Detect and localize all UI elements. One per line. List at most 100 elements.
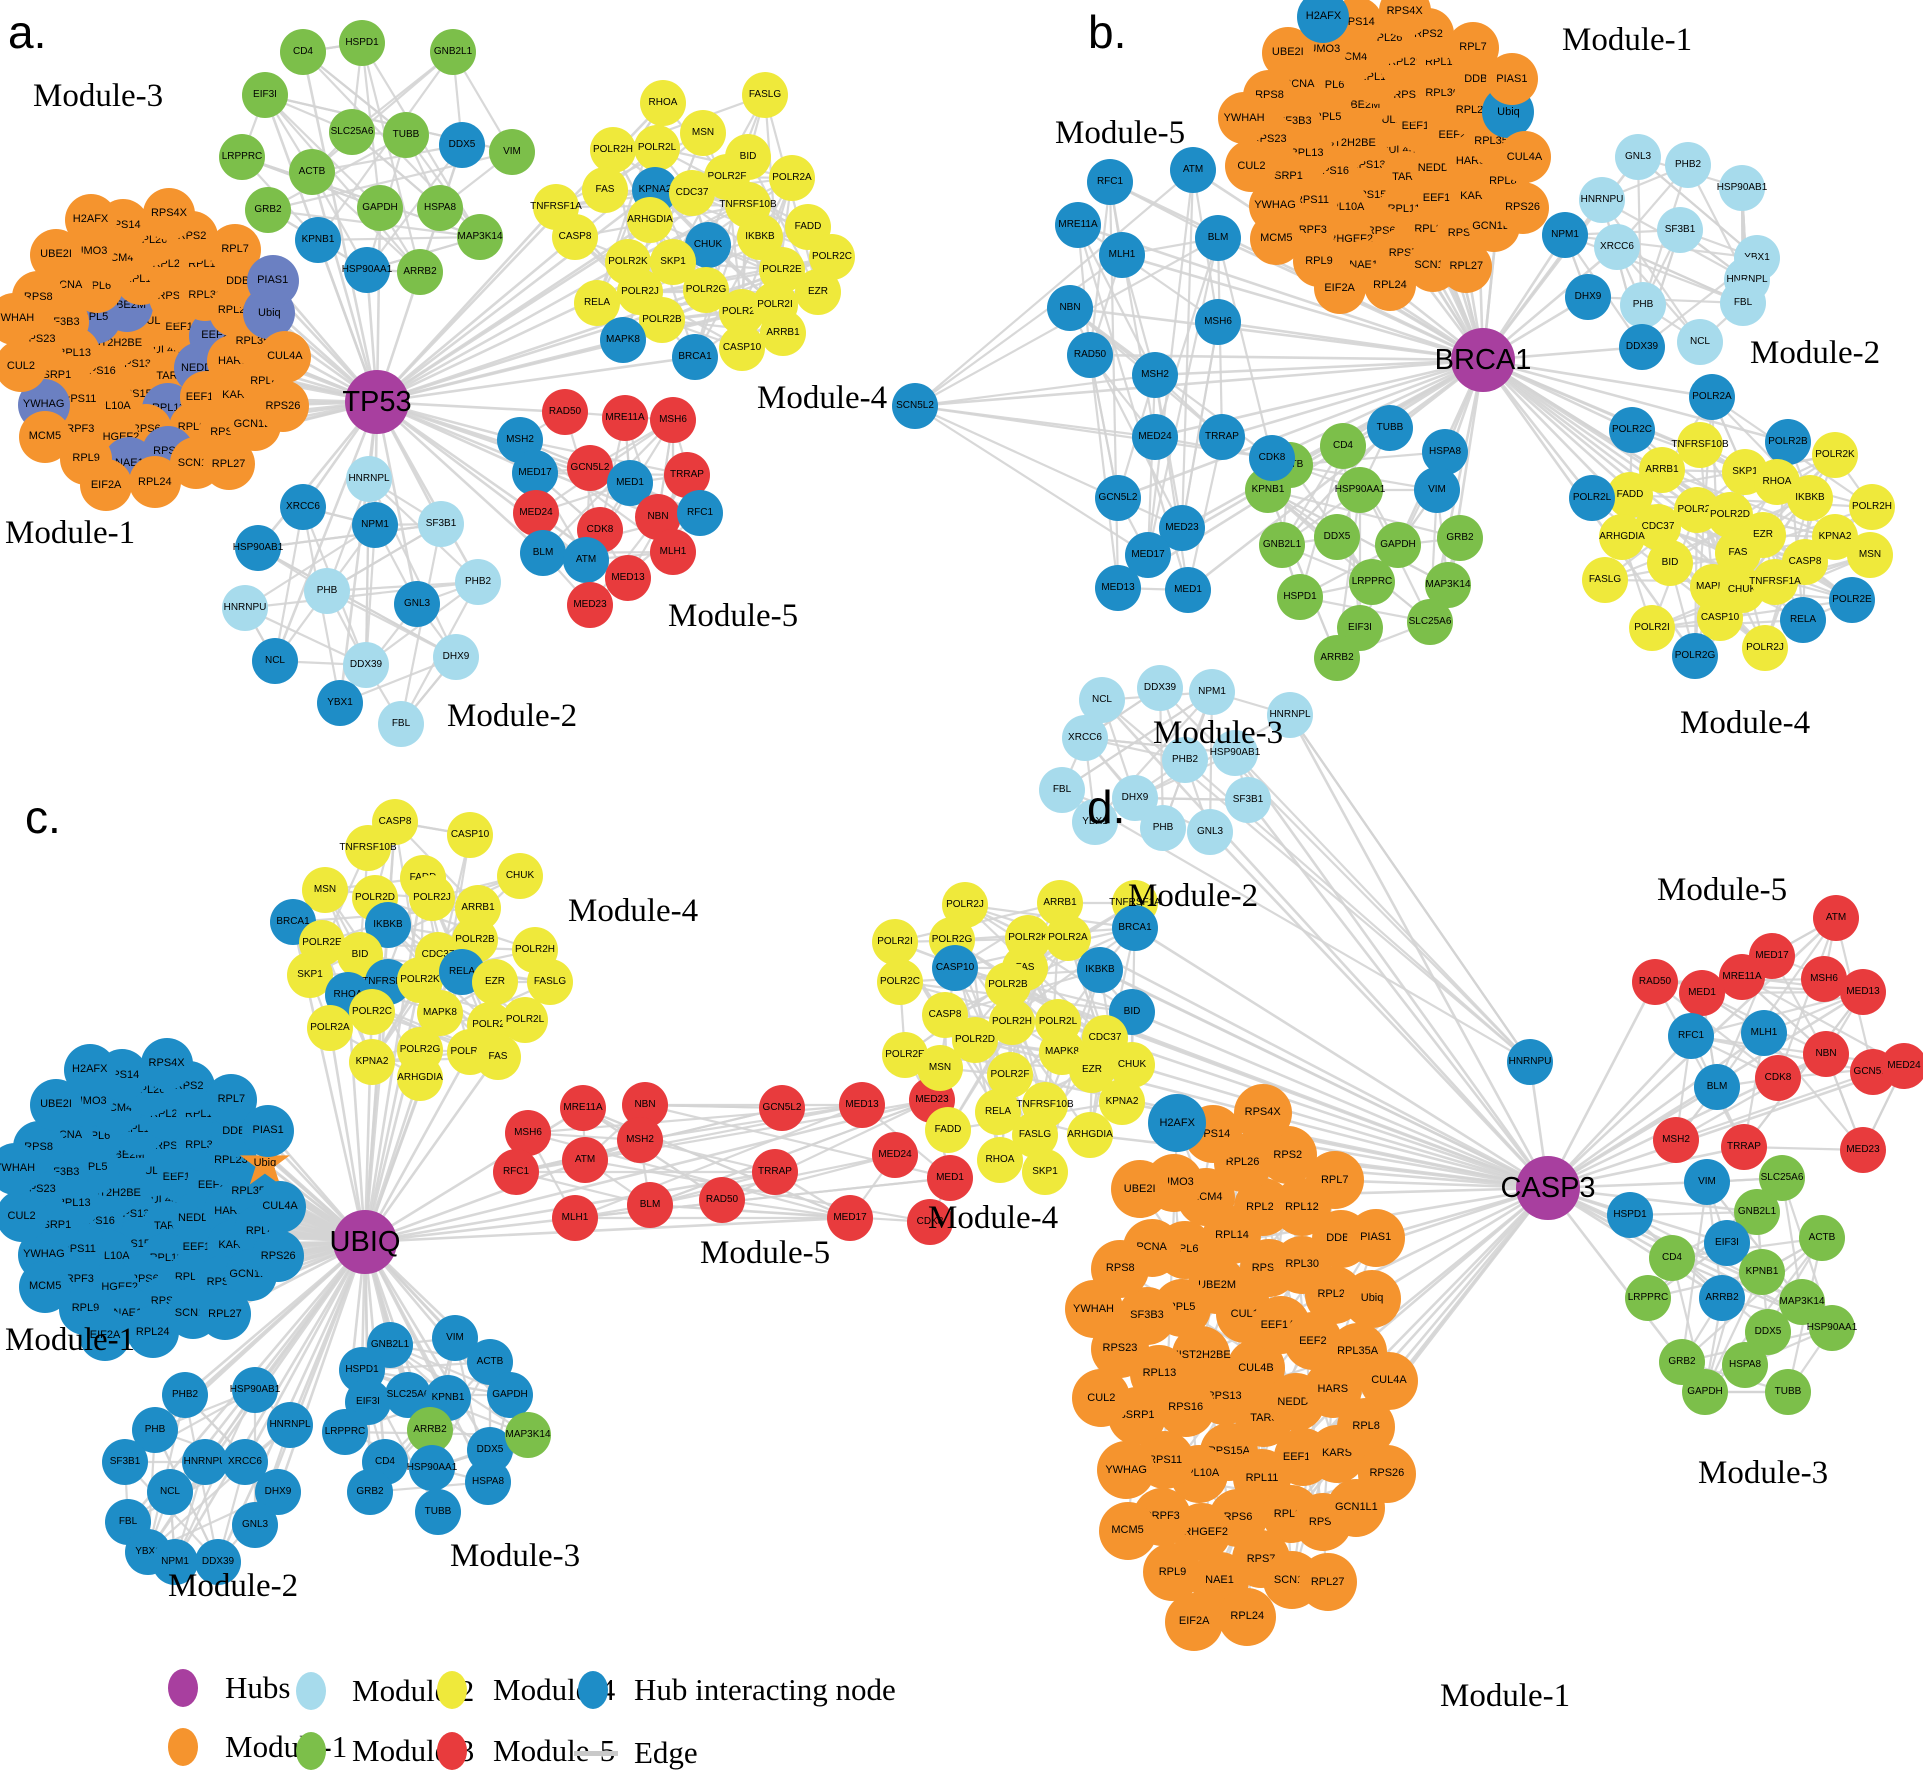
node-ywhag-label: YWHAG xyxy=(1254,199,1296,212)
node-eif2a-label: EIF2A xyxy=(1178,1615,1210,1628)
edge xyxy=(363,1051,472,1243)
node-casp8-label: CASP8 xyxy=(558,231,592,242)
node-rps26: RPS26 xyxy=(256,380,309,433)
node-h2afx-label: H2AFX xyxy=(72,1063,108,1076)
module-label-a-module-4: Module-4 xyxy=(757,380,888,416)
node-gnb2l1: GNB2L1 xyxy=(430,29,476,75)
node-rps4x-label: RPS4X xyxy=(150,207,188,220)
node-rela: RELA xyxy=(1780,597,1826,643)
node-npm1-label: NPM1 xyxy=(1551,229,1579,240)
node-polr2g-label: POLR2G xyxy=(685,284,727,295)
node-polr2j-label: POLR2J xyxy=(413,892,451,903)
edge xyxy=(1233,752,1550,1189)
node-sf3b1: SF3B1 xyxy=(102,1439,148,1485)
node-sf3b1: SF3B1 xyxy=(1657,207,1703,253)
node-polr2h-label: POLR2H xyxy=(592,144,633,155)
node-gapdh-label: GAPDH xyxy=(1380,539,1416,550)
node-rfc1-label: RFC1 xyxy=(686,507,714,518)
legend-swatch-module-5 xyxy=(437,1732,467,1770)
node-cdk8: CDK8 xyxy=(1755,1055,1801,1101)
edge xyxy=(1482,359,1743,591)
edge xyxy=(1637,156,1758,259)
node-msh2-label: MSH2 xyxy=(626,1134,654,1145)
node-vim: VIM xyxy=(1414,467,1460,513)
node-ncl: NCL xyxy=(252,638,298,684)
node-gnl3: GNL3 xyxy=(1187,809,1233,855)
node-casp10: CASP10 xyxy=(447,812,493,858)
node-tnfrsf10b: TNFRSF10B xyxy=(339,825,397,871)
node-rad50-label: RAD50 xyxy=(705,1194,739,1205)
node-rpl30-label: RPL30 xyxy=(1285,1258,1320,1271)
node-polr2k-label: POLR2K xyxy=(400,974,440,985)
node-mapk8-label: MAPK8 xyxy=(423,1007,457,1018)
edge xyxy=(376,236,576,403)
edge xyxy=(364,1216,851,1244)
node-eif3i-label: EIF3I xyxy=(1715,1237,1739,1248)
node-xrcc6-label: XRCC6 xyxy=(286,501,320,512)
edge xyxy=(363,979,422,1243)
node-phb2: PHB2 xyxy=(1665,142,1711,188)
node-hnrnpu: HNRNPU xyxy=(1579,177,1625,223)
node-rps26-label: RPS26 xyxy=(265,399,301,412)
node-hnrnpu-label: HNRNPU xyxy=(183,1456,227,1467)
node-h2afx-label: H2AFX xyxy=(72,213,109,226)
node-polr2l-label: POLR2L xyxy=(637,142,677,153)
node-faslg-label: FASLG xyxy=(1588,574,1622,585)
node-cul4a: CUL4A xyxy=(258,330,311,383)
edge xyxy=(1654,981,1745,1148)
node-eif2a-label: EIF2A xyxy=(90,478,122,491)
node-atm: ATM xyxy=(563,537,609,583)
node-lrpprc-label: LRPPRC xyxy=(1351,576,1393,587)
edge xyxy=(954,967,1036,1136)
node-med1-label: MED1 xyxy=(936,1172,964,1183)
node-ywhah-label: YWHAH xyxy=(1073,1302,1114,1315)
edge xyxy=(1547,1186,1723,1300)
node-hspd1-label: HSPD1 xyxy=(1613,1209,1647,1220)
node-phb2-label: PHB2 xyxy=(1674,159,1702,170)
node-hsp90aa1: HSP90AA1 xyxy=(407,1445,457,1491)
node-rpl7-label: RPL7 xyxy=(1320,1173,1349,1186)
node-cul4a-label: CUL4A xyxy=(262,1200,298,1213)
edge xyxy=(1334,1179,1549,1190)
edge xyxy=(1547,1064,1905,1190)
node-polr2c: POLR2C xyxy=(877,959,923,1005)
module-label-c-module-1: Module-1 xyxy=(5,1322,136,1358)
node-fbl: FBL xyxy=(1720,280,1766,326)
node-polr2k: POLR2K xyxy=(1812,432,1858,478)
node-npm1-label: NPM1 xyxy=(1198,686,1226,697)
node-rela-label: RELA xyxy=(1789,614,1817,625)
node-fadd-label: FADD xyxy=(794,221,822,232)
node-polr2h: POLR2H xyxy=(590,127,636,173)
node-hspd1: HSPD1 xyxy=(1607,1192,1653,1238)
edge xyxy=(1547,1035,1692,1189)
node-ikbkb: IKBKB xyxy=(1077,947,1123,993)
node-msh6-label: MSH6 xyxy=(514,1127,542,1138)
node-ube2i-label: UBE2I xyxy=(1123,1182,1156,1195)
node-xrcc6: XRCC6 xyxy=(280,484,326,530)
node-gcn1l1-label: GCN1L1 xyxy=(1335,1501,1378,1514)
node-fbl-label: FBL xyxy=(1052,784,1072,795)
node-hspd1-label: HSPD1 xyxy=(1283,591,1317,602)
node-med24: MED24 xyxy=(1881,1043,1923,1089)
node-rpl24: RPL24 xyxy=(1363,259,1416,312)
legend-swatch-hub-interacting-node xyxy=(578,1671,608,1709)
node-scn5l2-label: SCN5L2 xyxy=(896,400,934,411)
node-rad50-label: RAD50 xyxy=(1073,349,1107,360)
module-label-c-module-2: Module-2 xyxy=(168,1568,299,1604)
node-map3k14: MAP3K14 xyxy=(457,214,503,260)
node-rpl8-label: RPL8 xyxy=(1352,1420,1380,1433)
edge xyxy=(273,506,305,662)
node-polr2j-label: POLR2J xyxy=(946,899,984,910)
node-phb2-label: PHB2 xyxy=(464,576,492,587)
node-hspa8-label: HSPA8 xyxy=(471,1476,505,1487)
node-blm-label: BLM xyxy=(532,547,554,558)
node-gnl3-label: GNL3 xyxy=(241,1519,269,1530)
hub-ubiq-label: UBIQ xyxy=(329,1225,401,1258)
node-hspd1-label: HSPD1 xyxy=(345,37,379,48)
node-polr2h-label: POLR2H xyxy=(514,944,555,955)
node-gapdh: GAPDH xyxy=(1682,1369,1728,1415)
node-map3k14-label: MAP3K14 xyxy=(1425,579,1471,590)
edge xyxy=(375,401,419,605)
node-med13: MED13 xyxy=(605,555,651,601)
node-casp10-label: CASP10 xyxy=(450,829,490,840)
